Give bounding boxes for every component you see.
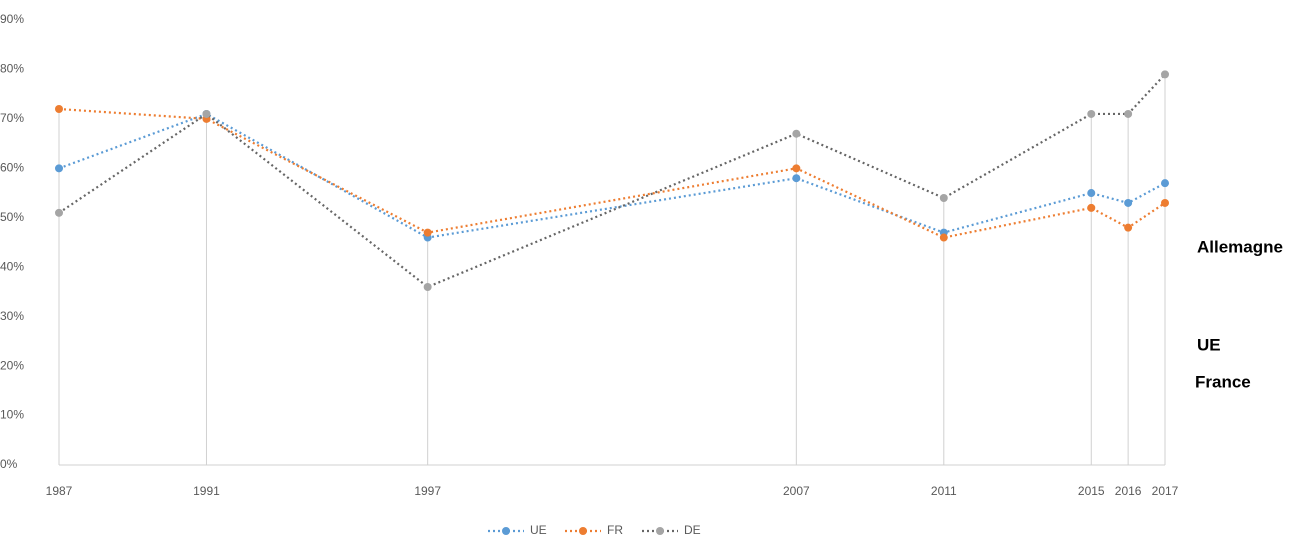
- data-point: [1124, 109, 1133, 118]
- y-tick-label: 80%: [0, 62, 24, 76]
- data-point: [792, 174, 801, 183]
- y-tick-label: 30%: [0, 309, 24, 323]
- y-tick-label: 10%: [0, 408, 24, 422]
- data-point: [202, 109, 211, 118]
- data-point: [1161, 179, 1169, 188]
- data-point: [1161, 198, 1169, 207]
- annotation: France: [1195, 372, 1251, 391]
- data-point: [55, 105, 63, 113]
- annotation: Allemagne: [1197, 237, 1283, 256]
- series-line: [58, 112, 1166, 239]
- y-tick-label: 90%: [0, 12, 24, 26]
- x-tick-label: 1991: [193, 484, 220, 498]
- data-point: [1087, 189, 1096, 198]
- data-point: [792, 129, 801, 138]
- x-tick-label: 2017: [1152, 484, 1179, 498]
- data-point: [1124, 198, 1133, 207]
- y-tick-label: 20%: [0, 358, 24, 372]
- x-tick-label: 2015: [1078, 484, 1105, 498]
- y-tick-label: 70%: [0, 111, 24, 125]
- data-point: [1124, 223, 1133, 232]
- data-point: [792, 164, 801, 173]
- data-point: [423, 283, 432, 291]
- x-tick-label: 2016: [1115, 484, 1142, 498]
- annotation: UE: [1197, 335, 1221, 354]
- y-tick-label: 40%: [0, 259, 24, 273]
- data-point: [55, 208, 63, 217]
- legend-label: UE: [530, 523, 547, 537]
- data-point: [423, 228, 432, 237]
- y-tick-label: 0%: [0, 457, 18, 471]
- x-tick-label: 2007: [783, 484, 810, 498]
- x-tick-label: 1997: [414, 484, 441, 498]
- data-point: [55, 164, 63, 173]
- legend-marker: [579, 527, 587, 535]
- x-tick-label: 1987: [46, 484, 73, 498]
- legend-label: FR: [607, 523, 623, 537]
- data-point: [939, 194, 948, 202]
- legend-label: DE: [684, 523, 701, 537]
- data-point: [939, 233, 948, 242]
- legend-marker: [502, 527, 510, 535]
- series-line: [58, 73, 1166, 289]
- data-point: [1087, 203, 1096, 212]
- y-tick-label: 50%: [0, 210, 24, 224]
- data-point: [1087, 109, 1096, 118]
- y-tick-label: 60%: [0, 161, 24, 175]
- legend-marker: [656, 527, 664, 535]
- x-tick-label: 2011: [931, 484, 957, 498]
- data-point: [1161, 70, 1169, 79]
